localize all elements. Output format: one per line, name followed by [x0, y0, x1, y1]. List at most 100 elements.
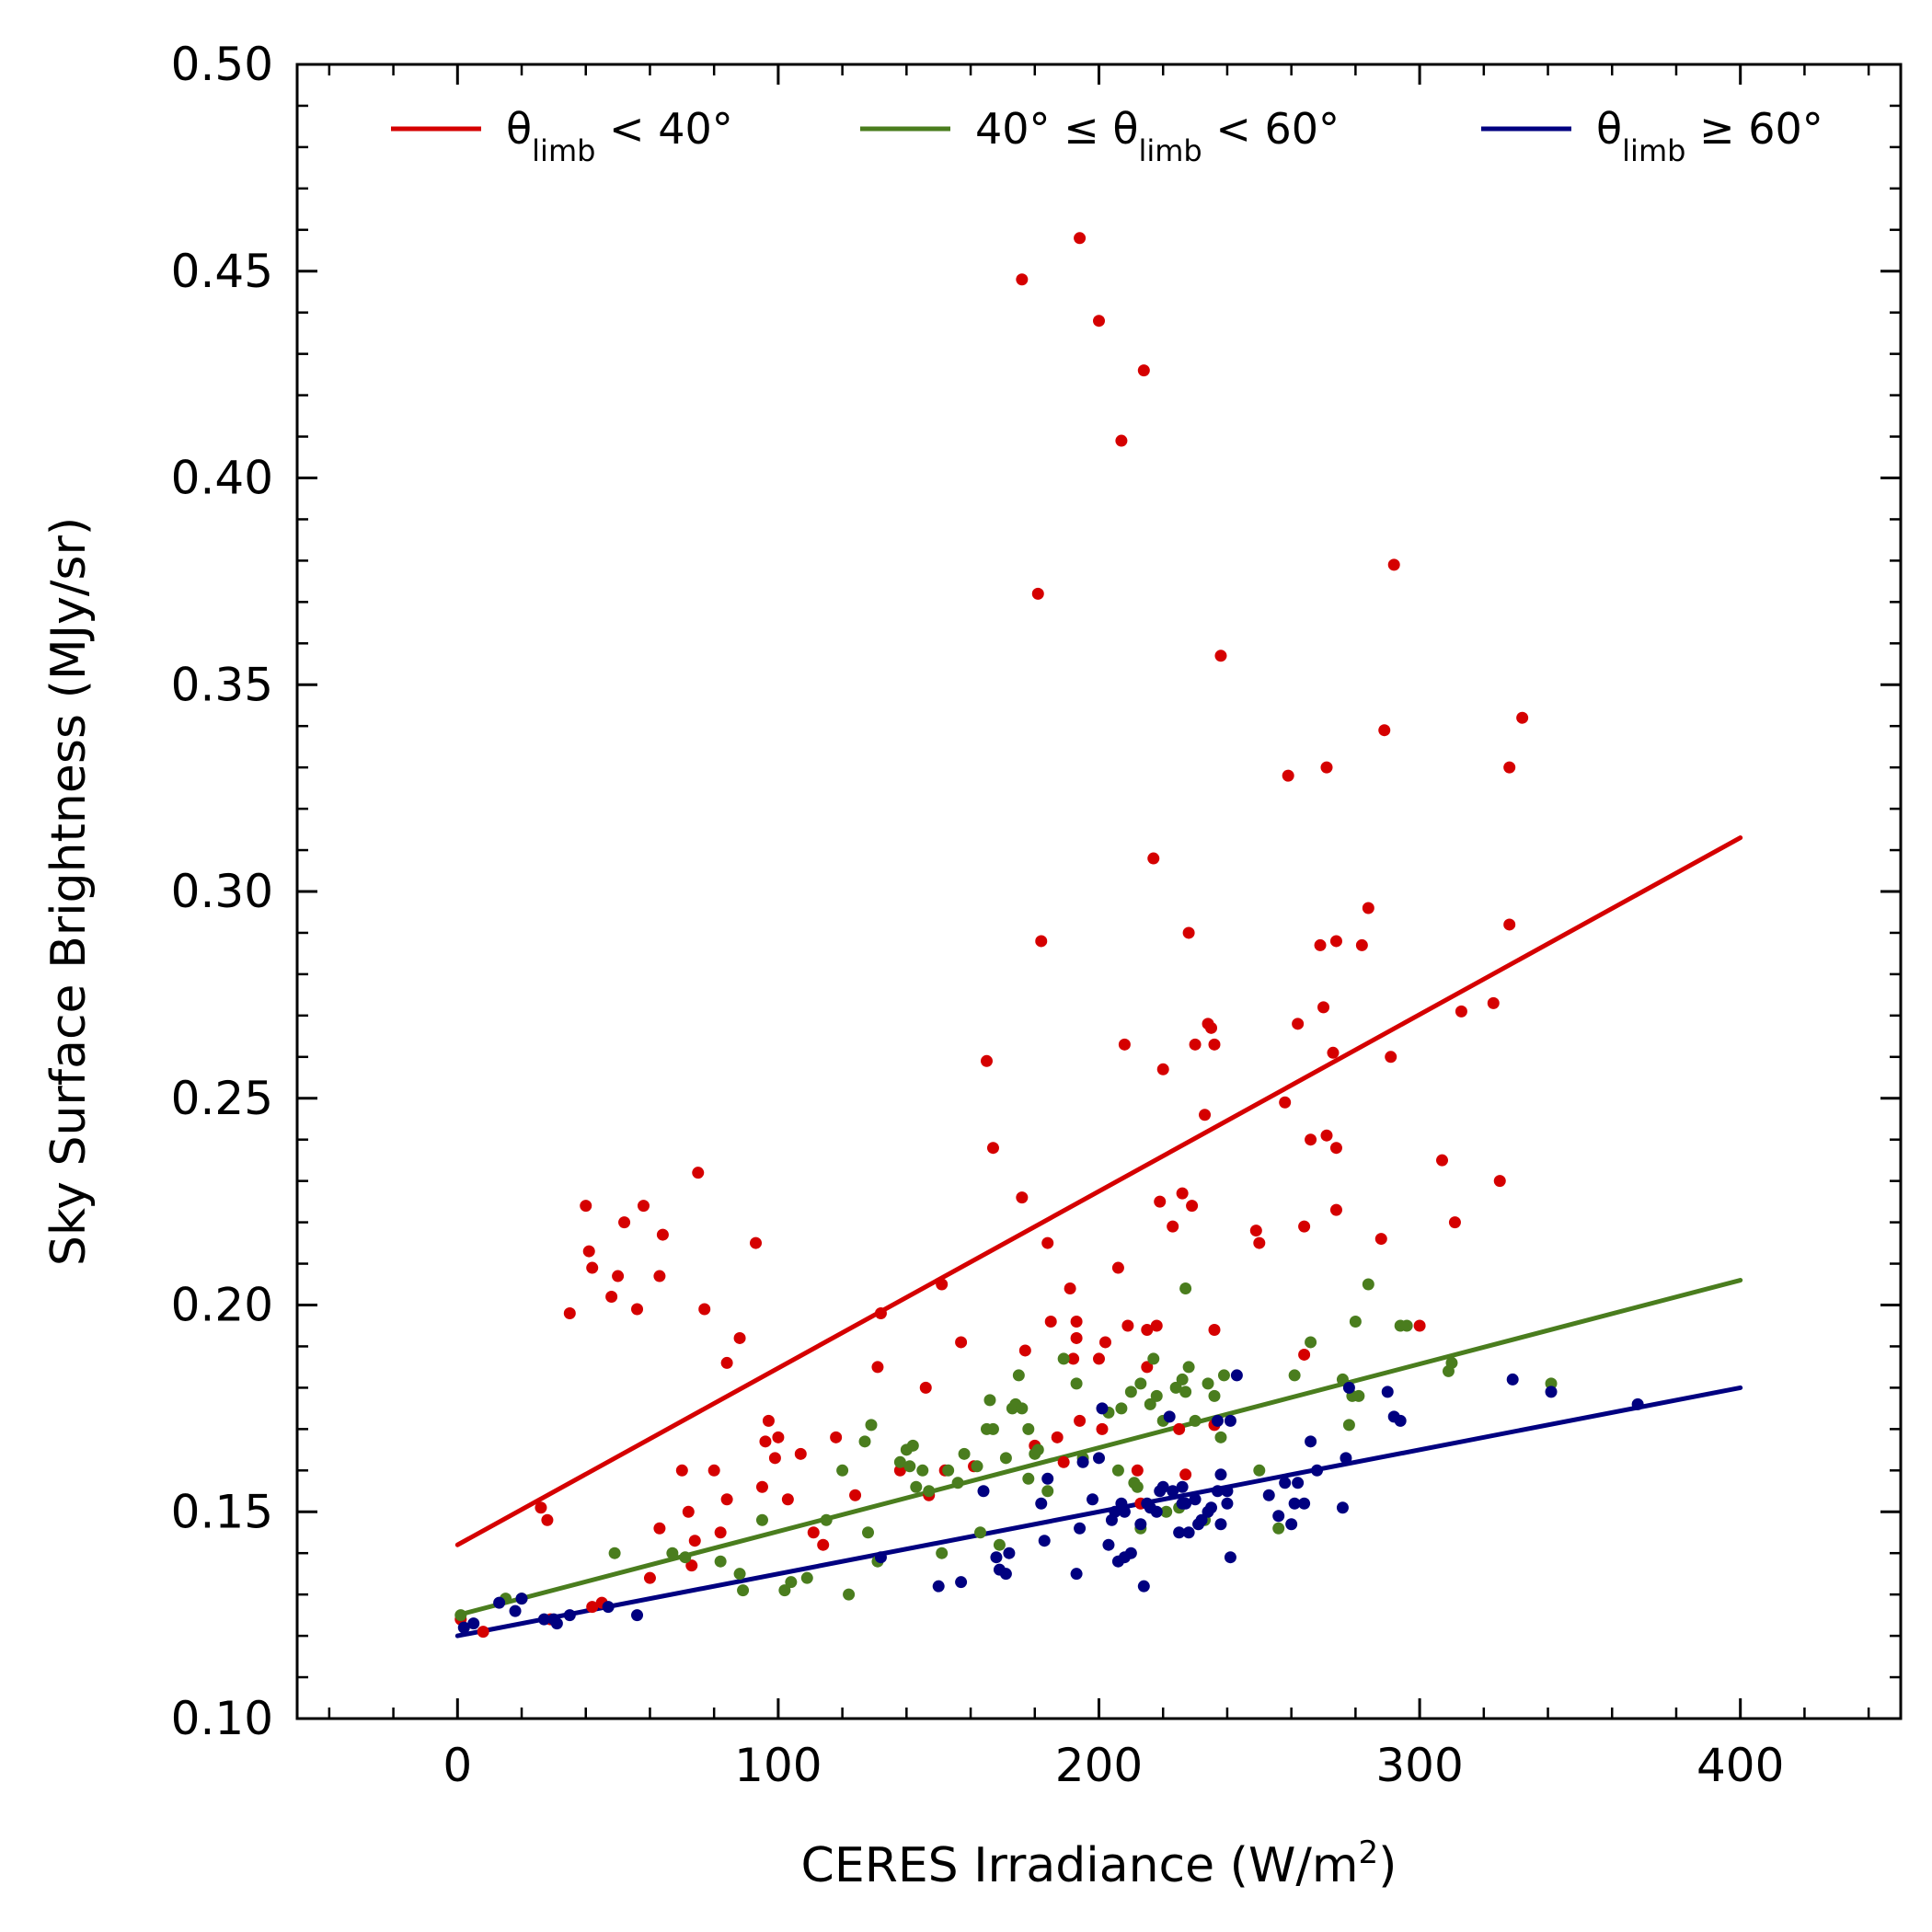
data-point	[541, 1513, 554, 1526]
data-point	[1098, 1336, 1111, 1349]
data-point	[1279, 1096, 1292, 1109]
data-point	[903, 1460, 916, 1473]
data-point	[1455, 1005, 1467, 1018]
data-point	[1070, 1331, 1083, 1344]
data-point	[653, 1270, 666, 1282]
data-point	[1070, 1568, 1083, 1581]
data-point	[923, 1485, 936, 1498]
data-point	[1374, 1233, 1387, 1246]
data-point	[910, 1480, 923, 1493]
data-point	[1141, 1323, 1154, 1336]
data-point	[1249, 1225, 1262, 1237]
data-point	[1003, 1547, 1016, 1559]
data-point	[1282, 769, 1294, 782]
data-point	[1230, 1369, 1243, 1382]
data-point	[749, 1236, 762, 1249]
data-point	[836, 1464, 849, 1477]
data-points	[454, 232, 1644, 1639]
data-point	[1205, 1501, 1218, 1514]
data-point	[1400, 1319, 1413, 1332]
data-point	[612, 1270, 625, 1282]
data-point	[781, 1493, 794, 1506]
legend-label-1: θlimb < 40°	[506, 104, 733, 168]
tick-labels: 0 100 200 300 400 0.10 0.15 0.20 0.25 0.30 0.35 0.4…	[171, 38, 1785, 1792]
data-point	[1292, 1477, 1305, 1489]
data-point	[865, 1419, 878, 1432]
data-point	[733, 1331, 746, 1344]
data-point	[1211, 1485, 1224, 1498]
data-point	[1506, 1373, 1519, 1386]
data-point	[1448, 1216, 1461, 1229]
data-point	[1150, 1505, 1163, 1518]
data-point	[1253, 1464, 1266, 1477]
data-point	[1093, 1452, 1105, 1465]
data-point	[1305, 1435, 1317, 1448]
data-point	[871, 1361, 884, 1374]
data-point	[958, 1447, 971, 1460]
data-point	[1362, 1278, 1374, 1291]
data-point	[720, 1493, 733, 1506]
data-point	[582, 1245, 595, 1258]
y-tick-label: 0.40	[171, 452, 273, 505]
data-point	[653, 1522, 666, 1535]
data-point	[762, 1414, 775, 1427]
x-axis-label: CERES Irradiance (W/m2)	[801, 1834, 1397, 1893]
data-point	[936, 1547, 949, 1559]
data-point	[986, 1142, 999, 1155]
data-point	[772, 1431, 785, 1443]
data-point	[1131, 1464, 1144, 1477]
data-point	[679, 1551, 692, 1564]
data-point	[631, 1609, 644, 1622]
data-point	[1150, 1319, 1163, 1332]
data-point	[1329, 1203, 1342, 1216]
data-point	[1327, 1046, 1340, 1059]
series-2-fit-line	[454, 1278, 1743, 1618]
data-point	[1317, 1001, 1330, 1014]
data-point	[1173, 1526, 1186, 1539]
data-point	[1173, 1422, 1186, 1435]
data-point	[1074, 1522, 1087, 1535]
data-point	[467, 1617, 480, 1630]
data-point	[1362, 902, 1374, 914]
data-point	[1224, 1551, 1236, 1564]
data-point	[1311, 1464, 1324, 1477]
data-point	[666, 1547, 679, 1559]
data-point	[1305, 1133, 1317, 1146]
data-point	[1022, 1472, 1035, 1485]
data-point	[1298, 1348, 1311, 1361]
data-point	[586, 1601, 599, 1614]
data-point	[785, 1576, 798, 1589]
data-point	[817, 1538, 830, 1551]
data-point	[1381, 1386, 1394, 1398]
data-point	[1314, 938, 1327, 951]
y-tick-label: 0.35	[171, 658, 273, 711]
data-point	[849, 1489, 862, 1501]
data-point	[1298, 1220, 1311, 1233]
series-1-fit-line	[454, 835, 1743, 1547]
data-point	[1096, 1422, 1109, 1435]
data-point	[1031, 1443, 1044, 1456]
data-point	[1545, 1377, 1558, 1390]
data-point	[1182, 926, 1195, 939]
data-point	[980, 1054, 993, 1067]
data-point	[800, 1571, 813, 1584]
data-point	[1217, 1369, 1230, 1382]
data-point	[563, 1609, 576, 1622]
data-point	[1285, 1518, 1298, 1531]
data-point	[1057, 1455, 1070, 1468]
data-point	[1179, 1282, 1192, 1295]
data-point	[807, 1526, 820, 1539]
data-point	[1137, 1580, 1150, 1593]
data-point	[1545, 1386, 1558, 1398]
y-axis-label: Sky Surface Brightness (MJy/sr)	[41, 517, 97, 1266]
data-point	[1516, 711, 1529, 724]
data-point	[1176, 1187, 1189, 1200]
x-tick-label: 400	[1696, 1739, 1784, 1792]
data-point	[515, 1593, 528, 1605]
data-point	[1115, 1402, 1128, 1415]
data-point	[858, 1435, 871, 1448]
data-point	[1096, 1402, 1109, 1415]
data-point	[714, 1555, 727, 1568]
data-point	[1035, 935, 1048, 948]
data-point	[720, 1356, 733, 1369]
